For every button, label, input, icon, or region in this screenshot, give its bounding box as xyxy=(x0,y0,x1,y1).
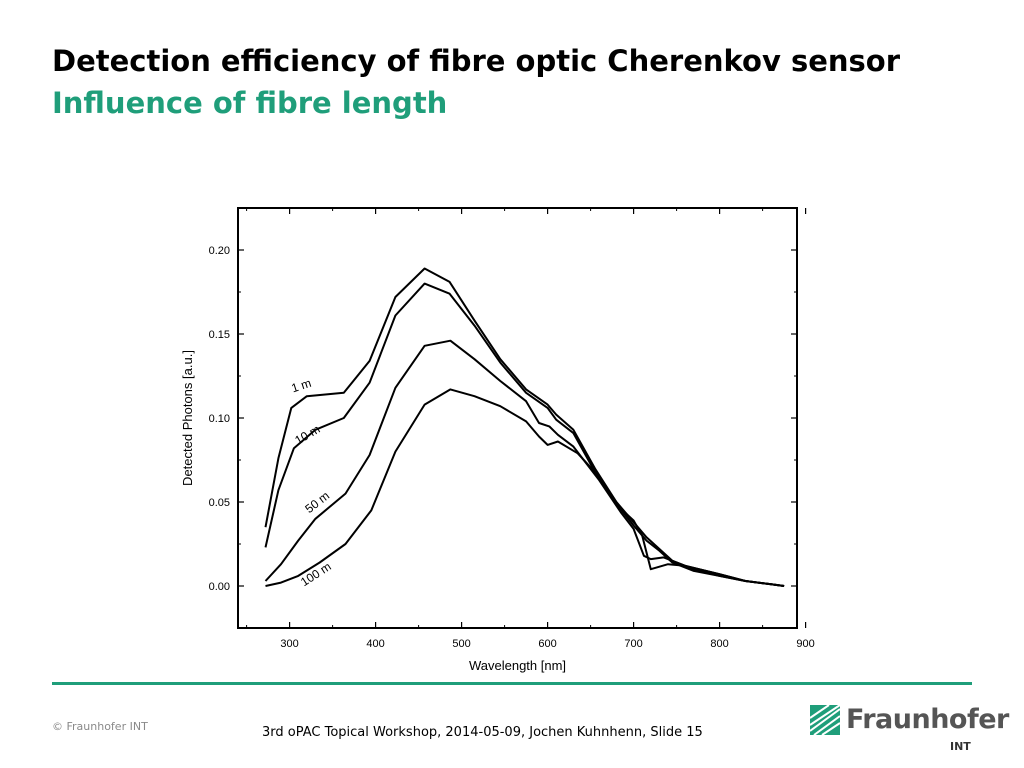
slide-subtitle: Influence of fibre length xyxy=(52,86,448,120)
x-tick-label: 700 xyxy=(624,638,642,650)
footer-text: 3rd oPAC Topical Workshop, 2014-05-09, J… xyxy=(262,725,703,740)
x-tick-label: 400 xyxy=(366,638,384,650)
series-line-3 xyxy=(264,339,785,587)
x-tick-label: 500 xyxy=(452,638,470,650)
series-line-1 xyxy=(264,267,785,587)
fraunhofer-logo-icon xyxy=(810,705,840,735)
slide-title: Detection efficiency of fibre optic Cher… xyxy=(52,44,901,78)
curve-label-1: 1 m xyxy=(290,376,313,395)
x-tick-label: 600 xyxy=(538,638,556,650)
footer-divider xyxy=(52,682,972,685)
logo-sub-label: INT xyxy=(950,740,971,753)
x-axis-label: Wavelength [nm] xyxy=(469,658,566,673)
y-tick-label: 0.00 xyxy=(209,581,230,593)
series-line-2 xyxy=(264,282,785,587)
logo-name: Fraunhofer xyxy=(846,704,1009,735)
fraunhofer-logo: Fraunhofer INT xyxy=(810,704,1009,754)
y-tick-label: 0.05 xyxy=(209,497,230,509)
y-tick-label: 0.10 xyxy=(209,413,230,425)
x-tick-label: 800 xyxy=(710,638,728,650)
curve-label-2: 10 m xyxy=(292,422,322,447)
y-axis-label: Detected Photons [a.u.] xyxy=(180,350,195,486)
series-line-4 xyxy=(265,388,785,587)
y-tick-label: 0.20 xyxy=(209,245,230,257)
x-tick-label: 900 xyxy=(796,638,814,650)
y-tick-label: 0.15 xyxy=(209,329,230,341)
x-tick-label: 300 xyxy=(280,638,298,650)
copyright-text: © Fraunhofer INT xyxy=(52,720,148,733)
curve-label-3: 50 m xyxy=(302,489,332,516)
